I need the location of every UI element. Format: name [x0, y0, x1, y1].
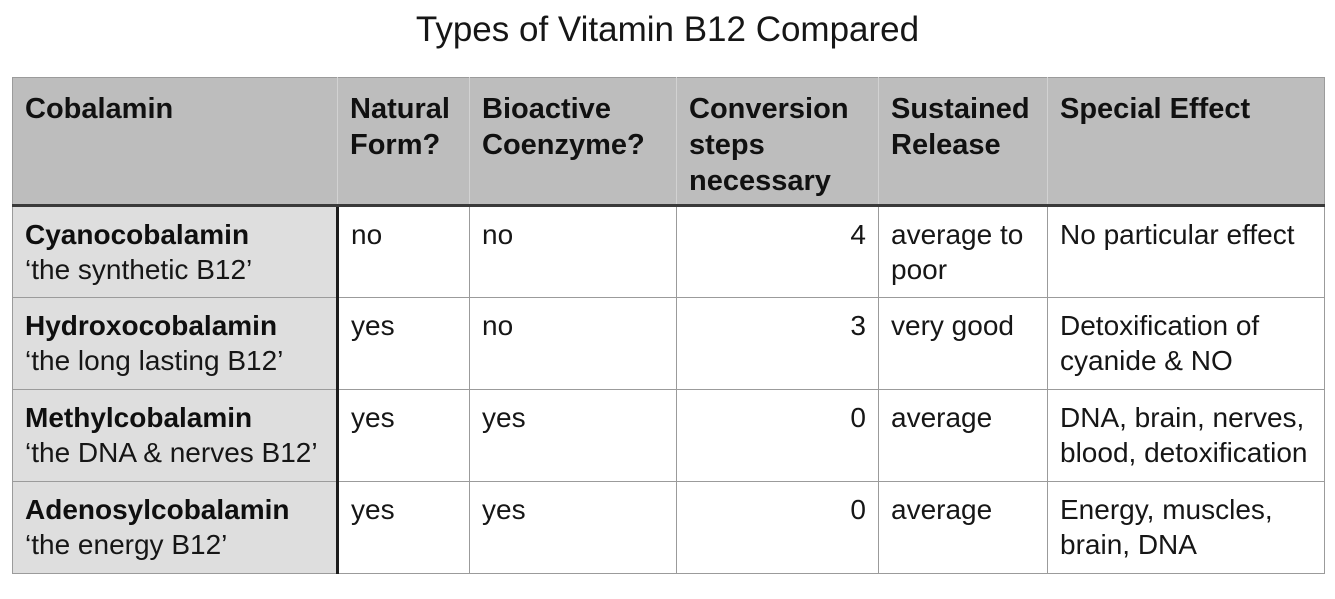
cell-conversion-steps: 0: [676, 389, 879, 482]
table-row-hydroxocobalamin: Hydroxocobalamin ‘the long lasting B12’ …: [12, 297, 1325, 390]
cell-sustained-release: average: [878, 481, 1048, 574]
cell-bioactive-coenzyme: yes: [469, 389, 677, 482]
table-body: Cyanocobalamin ‘the synthetic B12’ no no…: [12, 205, 1325, 574]
table-row-methylcobalamin: Methylcobalamin ‘the DNA & nerves B12’ y…: [12, 389, 1325, 482]
column-header-conversion-steps: Conversion steps necessary: [676, 77, 879, 207]
cell-natural-form: yes: [336, 481, 470, 574]
column-header-sustained-release: Sustained Release: [878, 77, 1048, 207]
page-title: Types of Vitamin B12 Compared: [415, 10, 920, 49]
cobalamin-name: Methylcobalamin: [25, 402, 253, 433]
cell-conversion-steps: 4: [676, 205, 879, 298]
cell-sustained-release: average: [878, 389, 1048, 482]
b12-comparison-table: Cobalamin Natural Form? Bioactive Coenzy…: [12, 77, 1325, 574]
cell-sustained-release: very good: [878, 297, 1048, 390]
cell-bioactive-coenzyme: yes: [469, 481, 677, 574]
cell-special-effect: No particular effect: [1047, 205, 1325, 298]
column-header-cobalamin: Cobalamin: [12, 77, 338, 207]
table-header: Cobalamin Natural Form? Bioactive Coenzy…: [12, 77, 1325, 207]
cobalamin-name: Hydroxocobalamin: [25, 310, 278, 341]
cell-special-effect: Energy, muscles, brain, DNA: [1047, 481, 1325, 574]
cell-bioactive-coenzyme: no: [469, 205, 677, 298]
cell-natural-form: yes: [336, 389, 470, 482]
cobalamin-name: Adenosylcobalamin: [25, 494, 290, 525]
table-row-adenosylcobalamin: Adenosylcobalamin ‘the energy B12’ yes y…: [12, 481, 1325, 574]
cobalamin-nickname: ‘the long lasting B12’: [25, 345, 284, 376]
cell-natural-form: no: [336, 205, 470, 298]
cell-sustained-release: average to poor: [878, 205, 1048, 298]
cobalamin-nickname: ‘the synthetic B12’: [25, 254, 253, 285]
column-header-bioactive-coenzyme: Bioactive Coenzyme?: [469, 77, 677, 207]
cell-special-effect: DNA, brain, nerves, blood, detoxificatio…: [1047, 389, 1325, 482]
column-header-natural-form: Natural Form?: [337, 77, 470, 207]
cell-cobalamin: Cyanocobalamin ‘the synthetic B12’: [12, 205, 338, 298]
cell-cobalamin: Adenosylcobalamin ‘the energy B12’: [12, 481, 338, 574]
cell-cobalamin: Methylcobalamin ‘the DNA & nerves B12’: [12, 389, 338, 482]
cell-special-effect: Detoxification of cyanide & NO: [1047, 297, 1325, 390]
cobalamin-name: Cyanocobalamin: [25, 219, 250, 250]
cobalamin-nickname: ‘the energy B12’: [25, 529, 228, 560]
cobalamin-nickname: ‘the DNA & nerves B12’: [25, 437, 318, 468]
cell-bioactive-coenzyme: no: [469, 297, 677, 390]
column-header-special-effect: Special Effect: [1047, 77, 1325, 207]
cell-natural-form: yes: [336, 297, 470, 390]
cell-cobalamin: Hydroxocobalamin ‘the long lasting B12’: [12, 297, 338, 390]
cell-conversion-steps: 3: [676, 297, 879, 390]
cell-conversion-steps: 0: [676, 481, 879, 574]
table-row-cyanocobalamin: Cyanocobalamin ‘the synthetic B12’ no no…: [12, 205, 1325, 298]
header-row: Cobalamin Natural Form? Bioactive Coenzy…: [12, 77, 1325, 207]
